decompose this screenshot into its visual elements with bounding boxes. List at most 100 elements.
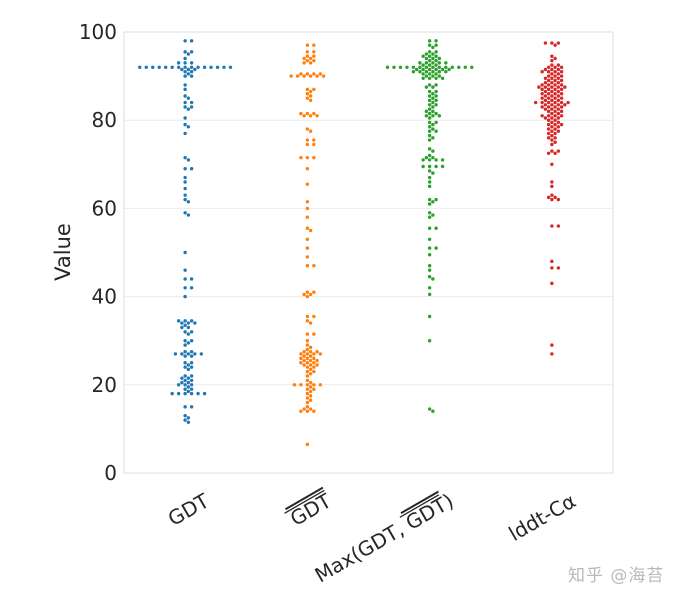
data-point	[385, 65, 390, 69]
data-point	[189, 339, 194, 343]
data-point	[312, 356, 316, 361]
data-point	[305, 92, 310, 96]
data-point	[546, 83, 551, 87]
data-point	[305, 215, 310, 219]
data-point	[312, 365, 316, 369]
data-point	[315, 358, 319, 363]
data-point	[553, 92, 557, 96]
data-point	[183, 211, 187, 215]
svg-text:GDT: GDT	[164, 488, 214, 531]
data-point	[315, 74, 319, 78]
data-point	[550, 76, 554, 81]
data-point	[305, 72, 310, 76]
data-point	[308, 98, 313, 103]
data-point	[183, 391, 187, 396]
data-point	[186, 52, 191, 56]
data-point	[424, 155, 429, 160]
data-point	[546, 65, 551, 69]
data-point	[431, 105, 435, 109]
data-point	[189, 286, 194, 290]
data-point	[302, 114, 306, 118]
data-point	[305, 405, 310, 409]
data-point	[186, 420, 191, 424]
data-point	[308, 74, 313, 78]
data-point	[183, 100, 187, 105]
data-point	[427, 138, 432, 142]
data-point	[176, 319, 181, 323]
data-point	[305, 200, 310, 204]
data-point	[550, 120, 554, 125]
data-point	[392, 65, 396, 69]
data-point	[305, 383, 310, 387]
data-point	[398, 65, 403, 69]
data-point	[556, 224, 561, 228]
data-point	[431, 45, 435, 50]
data-point	[186, 367, 191, 372]
data-point	[550, 85, 554, 89]
data-point	[431, 96, 435, 100]
data-point	[543, 103, 548, 107]
data-point	[546, 118, 551, 122]
data-point	[308, 350, 313, 354]
data-point	[427, 89, 432, 94]
data-point	[186, 380, 191, 385]
data-point	[183, 374, 187, 378]
data-point	[183, 105, 187, 109]
data-point	[183, 87, 187, 92]
data-point	[556, 129, 561, 133]
data-point	[151, 65, 155, 69]
data-point	[183, 155, 187, 160]
data-point	[292, 383, 297, 387]
data-point	[434, 246, 438, 250]
y-tick-label: 100	[79, 20, 117, 44]
data-point	[434, 63, 438, 67]
data-point	[550, 41, 554, 45]
data-point	[414, 67, 419, 72]
data-point	[308, 398, 313, 402]
data-point	[312, 409, 316, 413]
data-point	[183, 286, 187, 290]
data-point	[305, 332, 310, 336]
data-point	[434, 94, 438, 98]
data-point	[427, 292, 432, 297]
data-point	[308, 345, 313, 350]
data-point	[427, 43, 432, 47]
data-point	[308, 363, 313, 367]
data-point	[189, 405, 194, 409]
data-point	[202, 391, 207, 396]
data-point	[189, 361, 194, 365]
data-point	[546, 122, 551, 127]
data-point	[302, 56, 306, 61]
data-point	[305, 264, 310, 268]
data-point	[437, 56, 442, 61]
data-point	[559, 100, 564, 105]
data-point	[315, 363, 319, 367]
data-point	[157, 65, 161, 69]
data-point	[312, 290, 316, 294]
data-point	[176, 383, 181, 387]
data-point	[189, 350, 194, 354]
data-point	[553, 105, 557, 109]
data-point	[312, 314, 316, 319]
data-point	[305, 347, 310, 352]
data-point	[546, 74, 551, 78]
x-tick-label: GDT	[284, 488, 336, 531]
data-point	[540, 96, 544, 100]
watermark-text: 知乎 @海苔	[568, 566, 665, 586]
data-point	[180, 376, 184, 380]
data-point	[312, 50, 316, 54]
svg-text:Max(GDT, GDT): Max(GDT, GDT)	[311, 489, 458, 588]
data-point	[427, 98, 432, 103]
data-point	[308, 372, 313, 376]
data-point	[308, 354, 313, 358]
data-point	[318, 352, 323, 356]
data-point	[183, 197, 187, 202]
data-point	[427, 314, 432, 319]
data-point	[550, 343, 554, 347]
data-point	[305, 352, 310, 356]
data-point	[559, 122, 564, 127]
data-point	[196, 391, 200, 396]
data-point	[463, 65, 467, 69]
data-point	[305, 155, 310, 160]
data-point	[193, 321, 197, 325]
